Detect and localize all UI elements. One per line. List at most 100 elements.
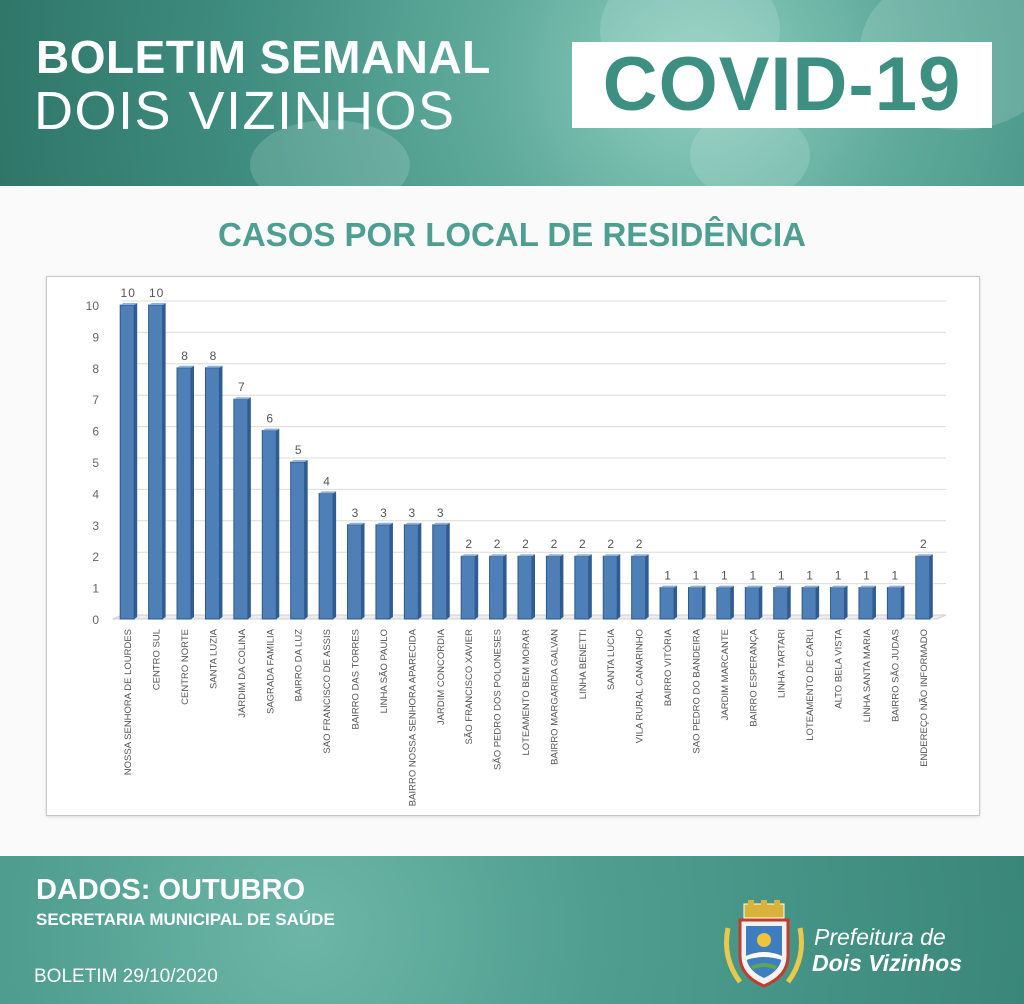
bar-top (603, 554, 621, 557)
bar-top (177, 365, 195, 368)
y-tick-label: 10 (86, 299, 100, 313)
bar-top (802, 585, 820, 588)
data-label: 8 (210, 349, 218, 363)
chart-frame: 0 1 2 3 4 5 6 7 8 9 10 10 NOSSA SENHORA DE LOURDES 10… (46, 276, 980, 816)
bar-side (475, 554, 479, 619)
bulletin-title: BOLETIM SEMANAL (36, 31, 491, 83)
bar (545, 555, 561, 620)
bar (886, 587, 902, 620)
bar-top (660, 585, 678, 588)
bar-top (631, 554, 649, 557)
bar-side (361, 522, 365, 619)
bulletin-date: BOLETIM 29/10/2020 (34, 966, 218, 987)
bar-side (816, 585, 820, 619)
data-label: 2 (607, 537, 615, 551)
bar-side (503, 554, 507, 619)
bar-side (702, 585, 706, 619)
bar-side (247, 397, 251, 619)
data-label: 3 (409, 506, 417, 520)
bar (261, 430, 277, 620)
bar (233, 398, 249, 620)
data-label: 3 (437, 506, 445, 520)
bar-top (858, 585, 876, 588)
category-label: BAIRRO ESPERANÇA (748, 628, 759, 726)
data-label: 2 (579, 537, 587, 551)
category-label: LINHA SANTA MARIA (862, 628, 873, 722)
data-label: 1 (721, 569, 729, 583)
bar (830, 587, 846, 620)
bar-side (219, 365, 223, 619)
bar (290, 461, 306, 620)
category-label: LOTEAMENTO DE CARLI (805, 629, 816, 741)
data-label: 2 (465, 537, 473, 551)
category-label: SANTA LUCIA (606, 628, 617, 690)
bar-side (787, 585, 791, 619)
data-label: 2 (494, 537, 502, 551)
category-label: LINHA TARTARI (777, 629, 788, 698)
category-label: VILA RURAL CANARINHO (635, 629, 646, 743)
bar-top (489, 554, 507, 557)
category-label: BAIRRO VITÓRIA (663, 628, 674, 706)
city-title: DOIS VIZINHOS (34, 81, 456, 141)
category-label: JARDIM CONCORDIA (436, 628, 447, 725)
bar-side (674, 585, 678, 619)
bar-top (887, 585, 905, 588)
bar-top (205, 365, 223, 368)
bar (176, 367, 192, 620)
bar (801, 587, 817, 620)
category-label: NOSSA SENHORA DE LOURDES (123, 629, 134, 775)
bar-top (262, 428, 280, 431)
data-label: 8 (181, 349, 189, 363)
y-tick-label: 9 (92, 330, 99, 344)
data-label: 10 (121, 286, 136, 300)
bar-side (532, 554, 535, 619)
bar (744, 587, 760, 620)
category-label: BAIRRO SÃO JUDAS (890, 629, 901, 722)
bar (602, 555, 618, 620)
bar-side (134, 303, 138, 619)
bar-side (617, 554, 621, 619)
bar (489, 555, 505, 620)
bar-side (304, 460, 308, 619)
data-label: 1 (835, 569, 843, 583)
category-label: SÃO FRANCISCO XAVIER (464, 629, 475, 745)
bar (659, 587, 675, 620)
bar (347, 524, 363, 620)
y-tick-label: 0 (92, 613, 99, 627)
category-label: ENDEREÇO NÃO INFORMADO (919, 629, 930, 767)
category-label: LINHA SÃO PAULO (379, 629, 390, 713)
bar-side (872, 585, 876, 619)
category-label: BAIRRO DA LUZ (294, 629, 305, 702)
bar (687, 587, 703, 620)
secretariat-name: SECRETARIA MUNICIPAL DE SAÚDE (36, 910, 335, 929)
data-label: 2 (551, 537, 559, 551)
y-tick-label: 6 (92, 425, 99, 439)
data-label: 4 (323, 474, 331, 488)
bar (119, 304, 135, 620)
category-label: CENTRO SUL (152, 629, 163, 690)
bar (432, 524, 448, 620)
data-label: 2 (636, 537, 644, 551)
data-label: 1 (693, 569, 701, 583)
bar-side (389, 522, 393, 619)
bar-top (574, 554, 592, 557)
y-tick-label: 2 (92, 550, 99, 564)
chart-title: CASOS POR LOCAL DE RESIDÊNCIA (218, 216, 806, 253)
bar (318, 492, 334, 620)
bar-top (347, 522, 365, 525)
data-label: 2 (522, 537, 530, 551)
bar-side (333, 491, 337, 619)
bar-side (418, 522, 422, 619)
bar-top (745, 585, 763, 588)
category-label: BAIRRO NOSSA SENHORA APARECIDA (407, 628, 418, 806)
bar (204, 367, 220, 620)
bar-side (759, 585, 763, 619)
covid-badge: COVID-19 (572, 42, 992, 128)
bar-top (915, 554, 933, 557)
bar-top (120, 303, 138, 305)
bar-side (588, 554, 592, 619)
bar-side (191, 365, 195, 619)
category-label: SAO PEDRO DO BANDEIRA (691, 628, 702, 753)
bar-top (546, 554, 564, 557)
bar-top (290, 460, 308, 462)
